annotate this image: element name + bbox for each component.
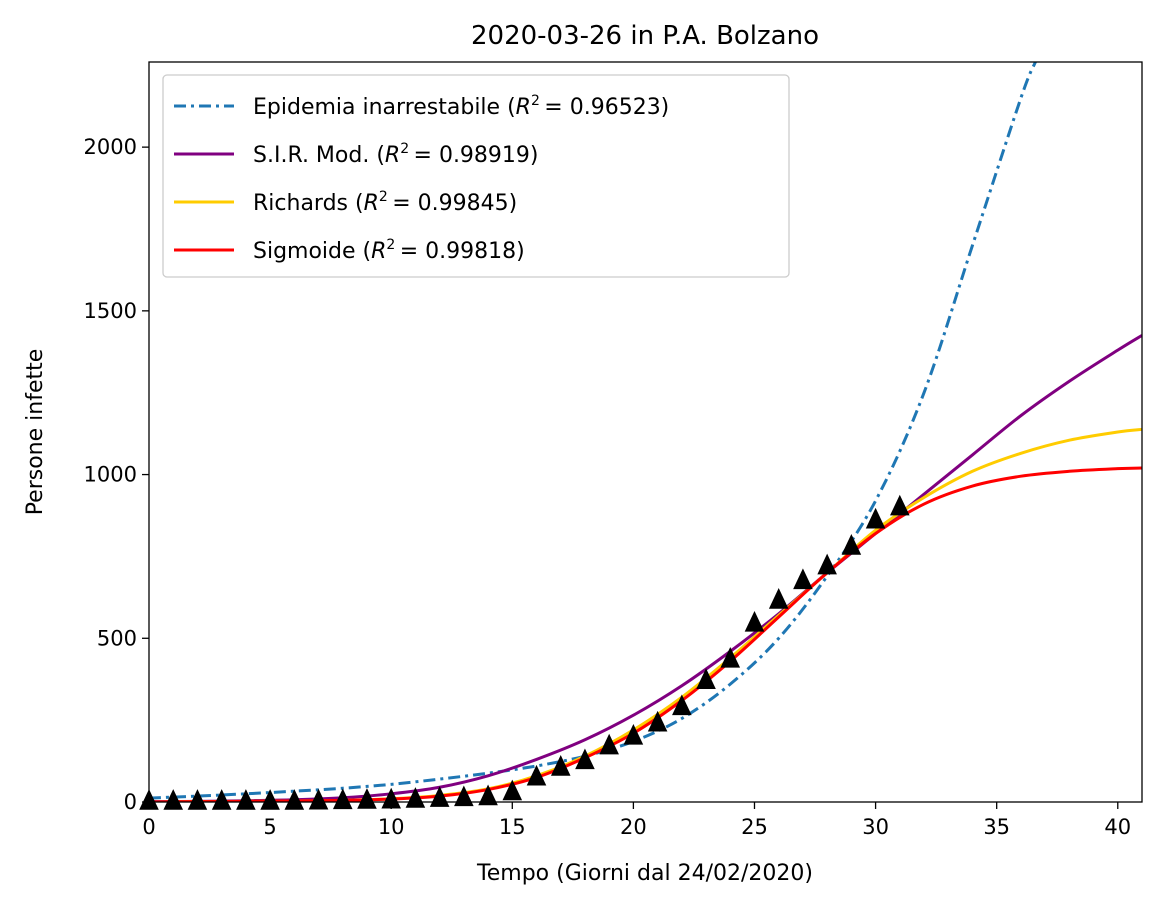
x-tick-label: 40: [1104, 815, 1131, 839]
data-point-marker: [599, 733, 619, 755]
data-point-marker: [236, 789, 256, 810]
series-line-s-i-r-mod: [149, 334, 1142, 802]
x-tick-label: 10: [378, 815, 405, 839]
data-point-marker: [332, 788, 353, 810]
data-point-marker: [890, 494, 910, 516]
data-point-marker: [744, 610, 765, 632]
data-point-marker: [575, 748, 595, 770]
y-axis-label: Persone infette: [23, 349, 48, 516]
series-line-epidemia-inarrestabile: [149, 62, 1037, 800]
legend-entry-richards: Richards (R2 = 0.99845): [253, 189, 517, 216]
x-axis-label: Tempo (Giorni dal 24/02/2020): [476, 861, 813, 886]
data-point-marker: [526, 764, 547, 786]
legend: Epidemia inarrestabile (R2 = 0.96523) S.I…: [162, 74, 790, 278]
series-line-richards: [149, 427, 1142, 802]
legend-entry-sigmoide: Sigmoide (R2 = 0.99818): [253, 237, 525, 264]
x-tick-label: 15: [499, 815, 526, 839]
x-axis-ticks: 0 5 10 15 20 25 30 35 40: [142, 802, 1131, 839]
data-point-marker: [502, 779, 523, 801]
data-point-marker: [284, 789, 305, 810]
legend-box: [162, 74, 790, 278]
data-point-marker: [793, 568, 813, 590]
data-point-marker: [260, 789, 280, 810]
data-point-marker: [478, 784, 498, 806]
data-point-marker: [308, 788, 329, 810]
data-point-marker: [163, 789, 184, 810]
x-tick-label: 0: [142, 815, 155, 839]
data-point-marker: [187, 789, 208, 810]
x-tick-label: 35: [983, 815, 1010, 839]
x-tick-label: 5: [263, 815, 276, 839]
data-point-marker: [357, 788, 377, 809]
data-point-marker: [623, 723, 644, 745]
legend-entry-s-i-r-mod: S.I.R. Mod. (R2 = 0.98919): [253, 141, 539, 168]
y-tick-label: 500: [97, 626, 137, 650]
y-tick-label: 2000: [84, 135, 137, 159]
legend-entry-epidemia-inarrestabile: Epidemia inarrestabile (R2 = 0.96523): [253, 93, 669, 120]
data-point-marker: [696, 668, 716, 689]
data-point-marker: [672, 694, 692, 716]
x-tick-label: 25: [741, 815, 768, 839]
data-point-marker: [865, 507, 886, 529]
data-point-marker: [647, 710, 668, 732]
data-point-marker: [454, 785, 474, 807]
data-markers-group: [139, 494, 910, 810]
data-point-marker: [550, 755, 571, 776]
x-tick-label: 20: [620, 815, 647, 839]
plot-frame: [148, 61, 1143, 803]
data-point-marker: [841, 534, 862, 555]
chart-title: 2020-03-26 in P.A. Bolzano: [471, 21, 819, 51]
y-tick-label: 1000: [84, 463, 137, 487]
data-point-marker: [720, 646, 741, 668]
data-point-marker: [211, 789, 232, 810]
data-point-marker: [817, 553, 837, 575]
y-tick-label: 1500: [84, 299, 137, 323]
y-tick-label: 0: [124, 790, 137, 814]
data-point-marker: [768, 588, 789, 609]
x-tick-label: 30: [862, 815, 889, 839]
series-line-sigmoide: [149, 466, 1142, 802]
y-axis-ticks: 0 500 1000 1500 2000: [84, 135, 149, 814]
